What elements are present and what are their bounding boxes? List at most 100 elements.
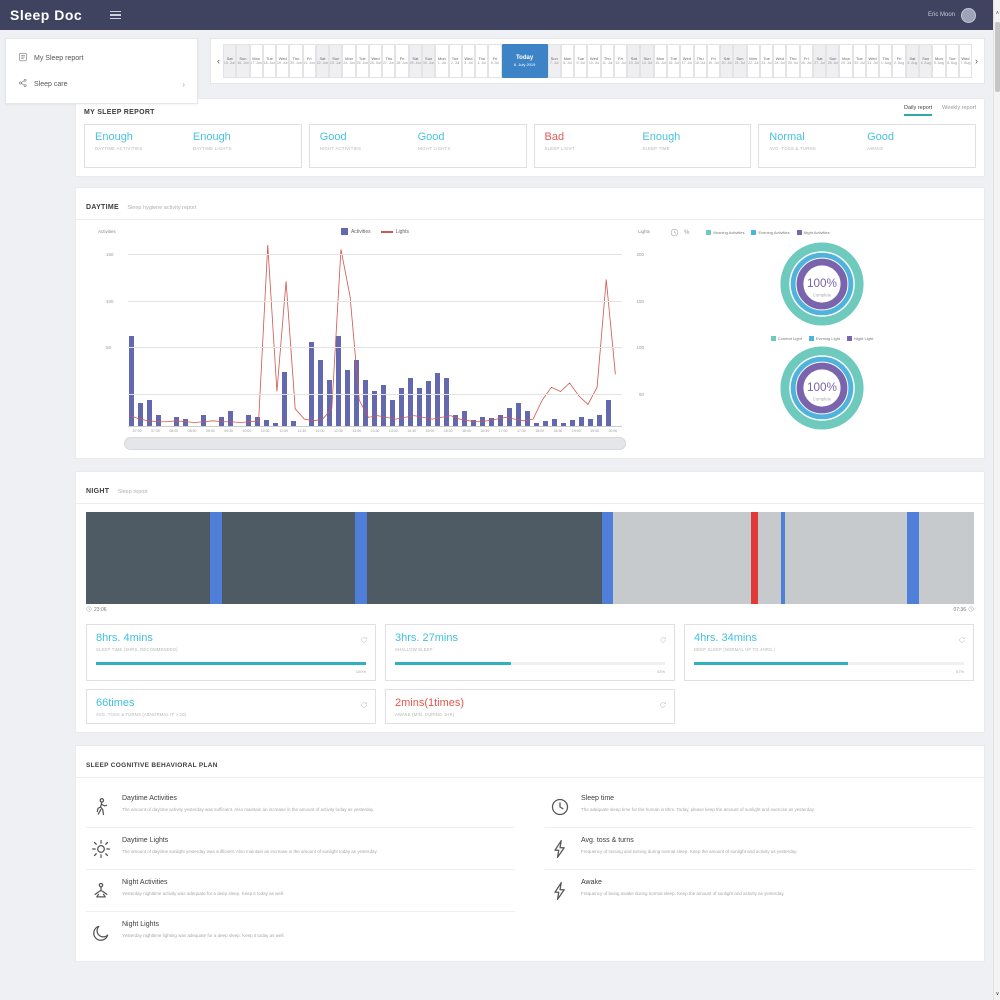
page-scrollbar[interactable]: ∧ ∨ (993, 0, 1000, 1000)
scrollbar-thumb[interactable] (995, 22, 1000, 92)
date-cell[interactable]: Sat13. Jul (627, 44, 640, 78)
scroll-up-arrow[interactable]: ∧ (994, 10, 1000, 16)
refresh-icon[interactable] (958, 631, 966, 649)
date-cell[interactable]: Thu27. Jun (382, 44, 395, 78)
plan-item-desc: Yesterday nighttime lighting was adequat… (122, 932, 285, 939)
percent-toggle-icon[interactable]: % (684, 230, 689, 236)
refresh-icon[interactable] (659, 696, 667, 714)
date-cell[interactable]: Thu20. Jun (289, 44, 302, 78)
date-cell[interactable]: Thu25. Jul (786, 44, 799, 78)
timeline-segment-shallow (613, 512, 751, 604)
donut-legend-item[interactable]: Night Activities (797, 230, 830, 235)
date-cell[interactable]: Sun16. Jun (236, 44, 249, 78)
tab-weekly-report[interactable]: Weekly report (942, 105, 976, 116)
date-cell[interactable]: Fri2. Aug (892, 44, 905, 78)
date-cell[interactable]: Wed19. Jun (276, 44, 289, 78)
date-cell[interactable]: Tue18. Jun (263, 44, 276, 78)
date-cell[interactable]: Sun14. Jul (640, 44, 653, 78)
date-cell[interactable]: Sat22. Jun (316, 44, 329, 78)
sleep-timeline[interactable] (86, 512, 974, 604)
chart-scrollbar[interactable] (124, 437, 626, 450)
svg-text:Complete: Complete (813, 397, 832, 402)
date-cell[interactable]: Sun4. Aug (919, 44, 932, 78)
date-cell[interactable]: Thu11. Jul (601, 44, 614, 78)
tab-daily-report[interactable]: Daily report (904, 105, 932, 116)
date-cell[interactable]: Tue9. Jul (574, 44, 587, 78)
plan-item-desc: Frequency of tossing and turning during … (581, 848, 797, 855)
date-cell[interactable]: Mon17. Jun (250, 44, 263, 78)
user-name[interactable]: Eric Moon (928, 12, 955, 18)
date-cell[interactable]: Mon5. Aug (932, 44, 945, 78)
refresh-icon[interactable] (360, 696, 368, 714)
date-cell[interactable]: Wed26. Jun (369, 44, 382, 78)
date-cell[interactable]: Mon8. Jul (561, 44, 574, 78)
legend-activities[interactable]: Activities (341, 228, 371, 235)
donut-legend-item[interactable]: Morning Activities (706, 230, 744, 235)
today-date-button[interactable]: Today6. July 2019 (502, 44, 548, 78)
date-cell[interactable]: Wed7. Aug (959, 44, 972, 78)
date-cell[interactable]: Sun30. Jun (422, 44, 435, 78)
stat-card-toss-turns: 66times AVG. TOSS & TURNS (ABNORMAL IF >… (86, 689, 376, 724)
date-cell[interactable]: Mon29. Jul (839, 44, 852, 78)
date-cell[interactable]: Fri12. Jul (614, 44, 627, 78)
scroll-down-arrow[interactable]: ∨ (994, 991, 1000, 997)
carousel-prev-button[interactable]: ‹ (214, 56, 223, 66)
night-section: NIGHT Sleep report 23:06 07:36 8hrs. 4mi… (75, 471, 985, 733)
avatar[interactable] (961, 8, 976, 23)
timeline-segment-deep (86, 512, 210, 604)
summary-card: EnoughDAYTIME ACTIVITIES EnoughDAYTIME L… (84, 124, 302, 168)
date-cell[interactable]: Wed17. Jul (680, 44, 693, 78)
refresh-icon[interactable] (360, 631, 368, 649)
x-axis-label: 15:30 (439, 429, 457, 433)
date-cell[interactable]: Wed31. Jul (866, 44, 879, 78)
date-cell[interactable]: Mon1. Jul (435, 44, 448, 78)
hamburger-menu-icon[interactable] (110, 11, 121, 20)
date-cell[interactable]: Fri21. Jun (303, 44, 316, 78)
date-cell[interactable]: Sat29. Jun (409, 44, 422, 78)
date-cell[interactable]: Fri28. Jun (395, 44, 408, 78)
date-cell[interactable]: Mon22. Jul (747, 44, 760, 78)
timeline-segment-shallow (758, 512, 781, 604)
date-cell[interactable]: Fri19. Jul (707, 44, 720, 78)
sidebar-item-my-sleep-report[interactable]: My Sleep report (6, 45, 197, 71)
donut-legend-item[interactable]: Evening Light (809, 336, 840, 341)
legend-lights[interactable]: Lights (381, 229, 409, 235)
date-cell[interactable]: Sat15. Jun (223, 44, 236, 78)
date-cell[interactable]: Mon24. Jun (342, 44, 355, 78)
date-cell[interactable]: Thu4. Jul (475, 44, 488, 78)
plan-item-desc: Yesterday nighttime activity was adequat… (122, 890, 284, 897)
date-cell[interactable]: Tue25. Jun (356, 44, 369, 78)
clock-toggle-icon[interactable] (670, 228, 679, 237)
refresh-icon[interactable] (659, 631, 667, 649)
date-cell[interactable]: Thu18. Jul (694, 44, 707, 78)
date-cell[interactable]: Sat3. Aug (906, 44, 919, 78)
date-cell[interactable]: Thu1. Aug (879, 44, 892, 78)
date-cell[interactable]: Wed3. Jul (462, 44, 475, 78)
donut-legend-item[interactable]: Night Light (847, 336, 873, 341)
date-cell[interactable]: Tue6. Aug (946, 44, 959, 78)
date-cell[interactable]: Fri5. Jul (488, 44, 501, 78)
x-axis-label: 07:30 (146, 429, 164, 433)
donut-legend-item[interactable]: Comfort Light (771, 336, 802, 341)
date-cell[interactable]: Fri26. Jul (800, 44, 813, 78)
date-cell[interactable]: Sun23. Jun (329, 44, 342, 78)
date-cell[interactable]: Tue30. Jul (853, 44, 866, 78)
date-cell[interactable]: Tue16. Jul (667, 44, 680, 78)
date-cell[interactable]: Tue23. Jul (760, 44, 773, 78)
sidebar-item-sleep-care[interactable]: Sleep care › (6, 71, 197, 97)
date-cell[interactable]: Sat27. Jul (813, 44, 826, 78)
date-cell[interactable]: Wed10. Jul (587, 44, 600, 78)
donut-legend-item[interactable]: Evening Activities (751, 230, 789, 235)
date-cell[interactable]: Wed24. Jul (773, 44, 786, 78)
date-cell[interactable]: Mon15. Jul (654, 44, 667, 78)
date-cell[interactable]: Tue2. Jul (449, 44, 462, 78)
timeline-segment-deep (367, 512, 602, 604)
date-cell[interactable]: Sun21. Jul (733, 44, 746, 78)
stat-label: SLEEP TIME (8HRS. RECOMMENDED) (96, 647, 366, 652)
date-cell[interactable]: Sun28. Jul (826, 44, 839, 78)
carousel-next-button[interactable]: › (972, 56, 981, 66)
date-cell[interactable]: Sun7. Jul (548, 44, 561, 78)
date-cell[interactable]: Sat20. Jul (720, 44, 733, 78)
x-axis-label: 18:30 (549, 429, 567, 433)
plan-item-title: Night Lights (122, 921, 285, 928)
